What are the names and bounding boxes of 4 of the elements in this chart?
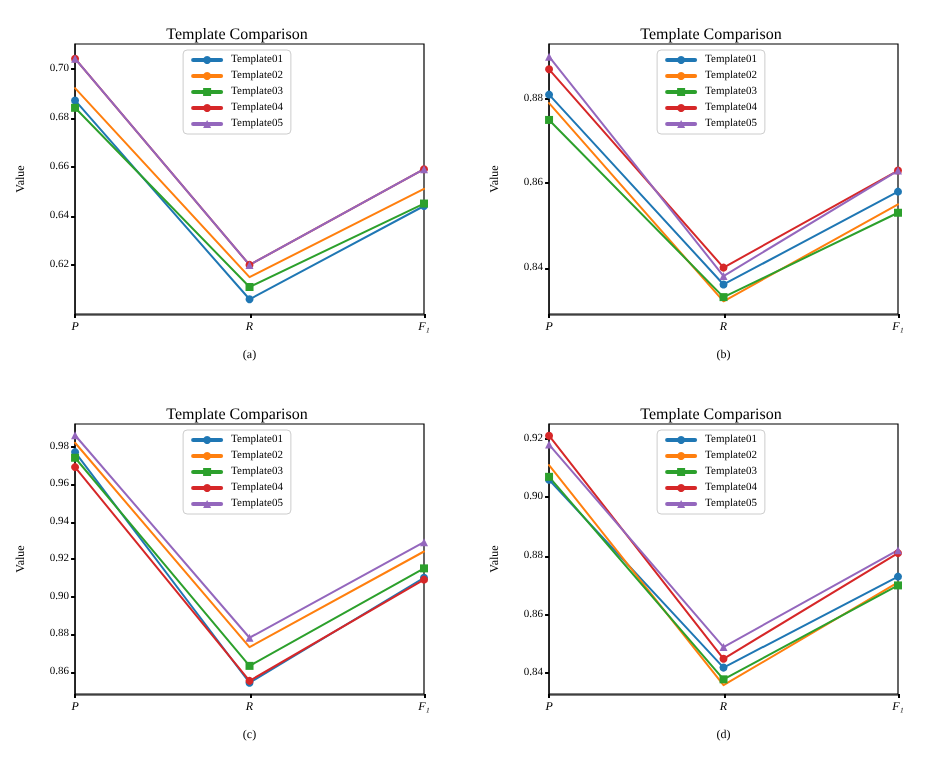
chart-title: Template Comparison	[166, 25, 308, 43]
chart-title: Template Comparison	[640, 405, 782, 423]
chart-title: Template Comparison	[640, 25, 782, 43]
chart-title: Template Comparison	[166, 405, 308, 423]
